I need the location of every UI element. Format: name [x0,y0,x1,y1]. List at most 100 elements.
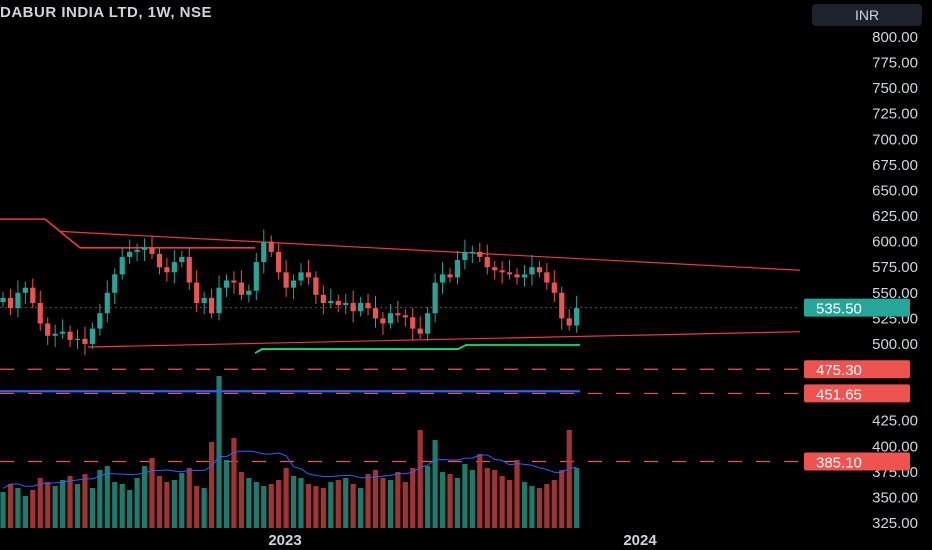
volume-bar [305,484,312,528]
volume-bar [484,468,490,528]
volume-bar [164,482,170,528]
candle-body [305,272,312,278]
volume-bar [551,480,557,528]
y-tick-label: 400.00 [872,438,918,455]
candle-body [320,294,326,304]
candlesticks [0,229,580,356]
price-axis[interactable]: 800.00 775.00 750.00 725.00 700.00 675.00 650.… [872,29,918,532]
volume-bar [290,476,297,528]
volume-bar [186,468,192,528]
volume-bar [507,480,513,528]
volume-bar [45,482,51,528]
drawing-overlays [0,218,801,393]
candle-body [15,292,21,309]
volume-bar [544,484,550,528]
candle-body [566,318,572,326]
volume-bar [536,488,542,528]
candle-body [365,303,371,309]
candle-body [469,251,475,254]
x-tick-label: 2024 [623,532,657,549]
volume-bar [514,460,520,528]
candle-body [551,282,557,293]
line-385-label: 385.10 [816,455,862,472]
chart-title: DABUR INDIA LTD, 1W, NSE [0,4,213,21]
candle-body [156,253,163,268]
upper-trendline [59,230,801,271]
volume-bar [395,472,401,528]
volume-bar [141,466,148,528]
candle-body [417,328,423,334]
candle-body [261,241,267,263]
volume-bar [432,440,438,528]
time-axis[interactable]: 2023 2024 [268,532,657,549]
current-price-label-box [804,298,910,317]
lower-trendline [87,331,801,348]
y-tick-label: 350.00 [872,489,918,506]
candle-body [30,287,36,304]
volume-bar [22,496,28,528]
candle-body [313,277,319,295]
candle-body [216,287,222,314]
volume-bars [0,376,580,528]
volume-bar [97,470,103,528]
volume-bar [37,478,43,528]
candle-body [74,338,81,341]
candle-body [462,251,468,261]
y-tick-label: 675.00 [872,157,918,174]
candle-body [201,297,207,304]
stop-line [0,218,255,249]
line-475-label: 475.30 [816,362,862,379]
volume-bar [387,480,393,528]
line-475-label-box [804,360,910,379]
volume-bar [104,466,110,528]
volume-bar [30,490,36,528]
volume-bar [0,492,6,528]
volume-bar [209,442,215,528]
volume-bar [7,484,14,528]
volume-bar [298,478,304,528]
y-tick-label: 325.00 [872,515,918,532]
candle-body [171,262,177,273]
candle-body [37,303,43,324]
candle-body [67,331,73,340]
volume-bar [574,468,580,528]
candle-body [141,247,148,250]
candle-body [7,297,14,309]
volume-bar [156,476,163,528]
candle-body [402,315,408,318]
candle-body [425,313,431,334]
volume-bar [112,482,118,528]
candle-body [246,290,252,295]
y-tick-label: 750.00 [872,80,918,97]
volume-bar [566,430,572,528]
volume-bar [201,488,207,528]
volume-bar [447,474,453,528]
currency-button[interactable]: INR [812,4,922,26]
line-451-label-box [804,384,910,403]
candle-body [395,313,401,316]
candle-body [45,323,51,336]
volume-bar [335,480,341,528]
volume-bar [425,466,431,528]
candle-body [290,280,297,288]
y-tick-label: 425.00 [872,413,918,430]
candle-body [209,297,215,314]
candle-body [499,270,505,273]
candle-body [335,300,341,306]
volume-bar [238,472,244,528]
volume-bar [343,478,349,528]
candle-body [492,267,498,271]
y-tick-label: 725.00 [872,106,918,123]
volume-bar [74,484,81,528]
volume-bar [134,478,140,528]
candle-body [104,292,110,314]
candle-body [514,274,520,278]
candle-body [343,303,349,306]
candle-body [432,282,438,314]
candle-body [179,256,185,263]
volume-bar [179,473,185,528]
volume-bar [52,486,58,528]
y-tick-label: 800.00 [872,29,918,46]
volume-bar [372,470,379,528]
